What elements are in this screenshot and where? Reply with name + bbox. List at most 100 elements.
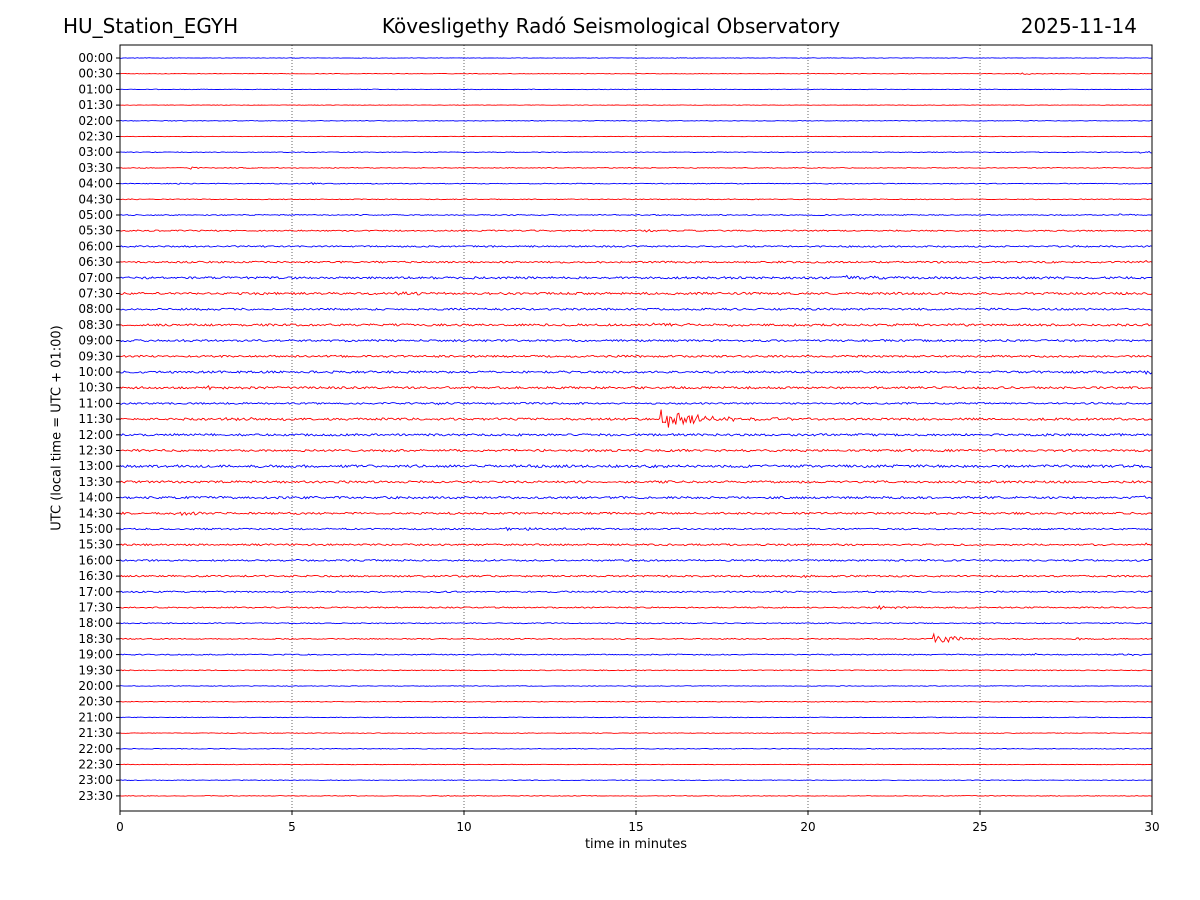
trace-1900 [119,652,1153,657]
row-label: 04:30 [78,192,113,206]
trace-0330 [119,166,1153,170]
trace-0000 [120,57,1153,59]
trace-1300 [119,464,1153,469]
observatory-title: Kövesligethy Radó Seismological Observat… [381,14,841,38]
trace-1030 [119,385,1153,391]
trace-0600 [119,244,1153,248]
trace-group [119,57,1153,797]
trace-2000 [120,685,1153,687]
row-label: 01:00 [78,82,113,96]
row-label: 02:30 [78,130,113,144]
x-tick-label: 0 [116,820,124,834]
x-tick-label: 30 [1144,820,1159,834]
trace-0200 [120,120,1152,122]
row-label: 14:30 [78,506,113,520]
trace-2100 [119,716,1153,719]
row-label: 04:00 [78,177,113,191]
row-label: 23:30 [78,789,113,803]
trace-1700 [119,590,1153,594]
row-label: 12:30 [78,444,113,458]
trace-0030 [119,72,1153,75]
grid-lines [291,45,981,811]
row-label: 22:00 [78,742,113,756]
row-label: 22:30 [78,758,113,772]
trace-1630 [119,574,1153,579]
row-label: 02:00 [78,114,113,128]
row-label: 19:00 [78,648,113,662]
row-label: 03:00 [78,145,113,159]
row-label: 09:30 [78,349,113,363]
row-label: 16:00 [78,553,113,567]
trace-0900 [119,338,1153,343]
x-axis-label: time in minutes [584,837,688,852]
trace-0430 [119,198,1153,201]
row-label: 21:00 [78,710,113,724]
trace-1130 [119,409,1153,428]
trace-0300 [119,150,1153,154]
row-label: 09:00 [78,334,113,348]
trace-2130 [119,732,1153,734]
row-label: 13:30 [78,475,113,489]
trace-1100 [119,401,1153,406]
y-axis-label: UTC (local time = UTC + 01:00) [49,325,65,531]
row-label: 11:30 [78,412,113,426]
row-label: 15:00 [78,522,113,536]
trace-0400 [119,182,1153,186]
row-label: 07:30 [78,287,113,301]
trace-0530 [119,228,1153,233]
trace-2200 [119,748,1153,750]
station-title: HU_Station_EGYH [63,14,239,38]
row-label: 19:30 [78,663,113,677]
row-label: 05:00 [78,208,113,222]
trace-1000 [119,370,1153,375]
trace-1600 [119,558,1153,562]
row-label: 10:30 [78,381,113,395]
trace-1330 [119,480,1153,484]
row-label: 15:30 [78,538,113,552]
row-label: 07:00 [78,271,113,285]
x-tick-label: 15 [628,820,643,834]
row-label: 17:00 [78,585,113,599]
trace-2230 [119,763,1153,766]
row-label: 11:00 [78,396,113,410]
row-label: 23:00 [78,773,113,787]
x-tick-label: 10 [456,820,471,834]
row-label: 00:00 [78,51,113,65]
row-label: 12:00 [78,428,113,442]
row-label: 18:00 [78,616,113,630]
x-tick-label: 20 [800,820,815,834]
trace-1400 [119,495,1153,500]
trace-0730 [119,291,1153,296]
row-label: 20:30 [78,695,113,709]
row-label: 13:00 [78,459,113,473]
trace-1500 [119,527,1153,532]
trace-2300 [119,779,1153,781]
trace-0100 [119,88,1153,91]
trace-1800 [119,622,1153,625]
trace-0500 [119,213,1153,217]
row-label: 17:30 [78,601,113,615]
row-label: 06:30 [78,255,113,269]
date-title: 2025-11-14 [1020,14,1137,38]
row-label: 16:30 [78,569,113,583]
row-label: 08:30 [78,318,113,332]
trace-1530 [119,542,1153,547]
row-label: 20:00 [78,679,113,693]
row-label: 00:30 [78,67,113,81]
x-axis-ticks: 0 5 10 15 20 25 30 [116,811,1160,834]
trace-1230 [119,448,1153,453]
trace-1200 [119,432,1153,437]
row-label: 06:00 [78,239,113,253]
row-label: 05:30 [78,224,113,238]
row-label: 08:00 [78,302,113,316]
row-label: 03:30 [78,161,113,175]
trace-1430 [119,511,1153,517]
row-label: 14:00 [78,491,113,505]
trace-2030 [119,700,1153,703]
row-label: 18:30 [78,632,113,646]
trace-2330 [119,795,1153,797]
row-label: 21:30 [78,726,113,740]
trace-0700 [119,274,1153,280]
